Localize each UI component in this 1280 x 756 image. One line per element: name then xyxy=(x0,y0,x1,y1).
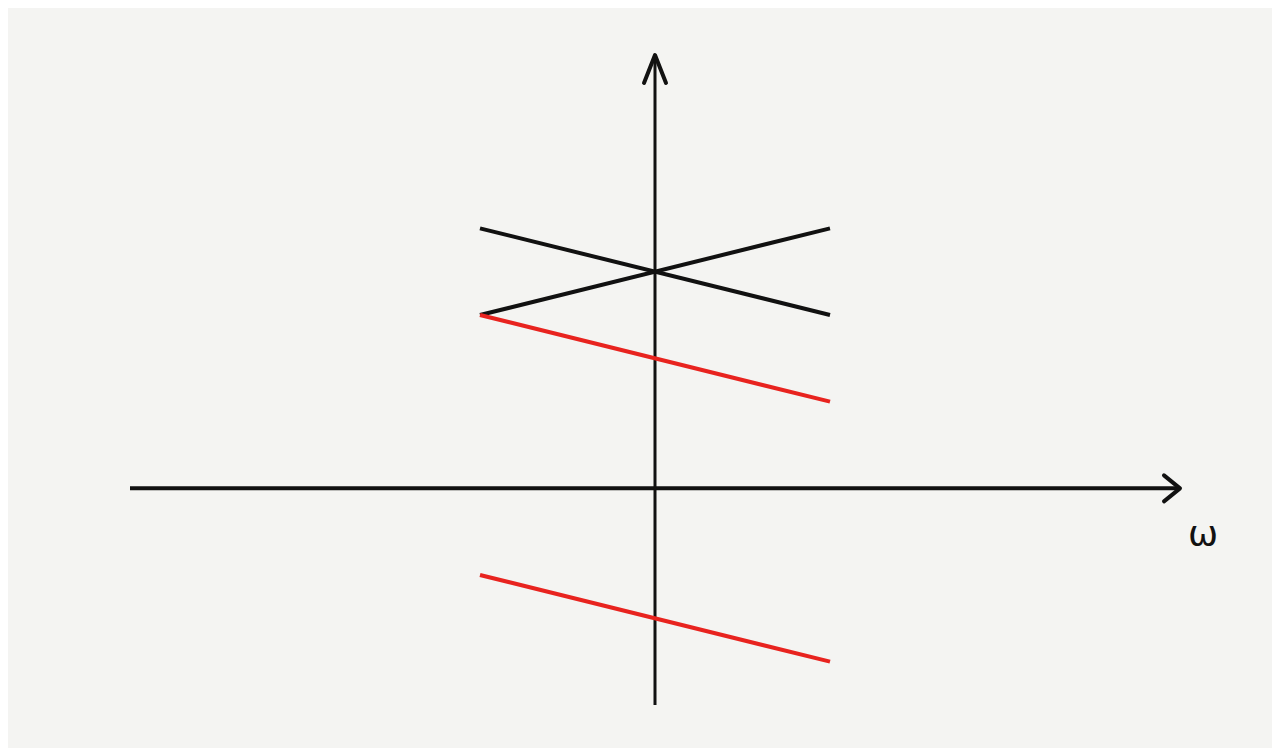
svg-text:ω: ω xyxy=(1188,513,1218,554)
